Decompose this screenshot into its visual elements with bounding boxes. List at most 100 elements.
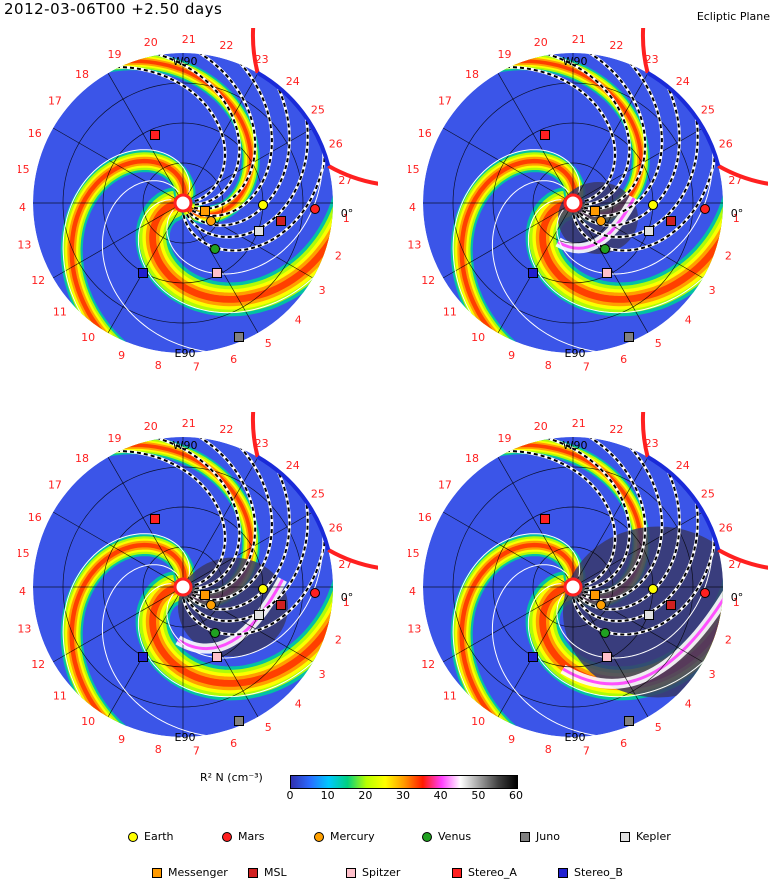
rim-label-18: 18 xyxy=(75,68,89,81)
spacecraft-juno xyxy=(234,716,244,726)
spacecraft-stereo-a xyxy=(150,514,160,524)
legend-item-spitzer: Spitzer xyxy=(346,866,400,879)
rim-label-15: 15 xyxy=(408,163,420,176)
rim-blue-arc xyxy=(646,71,721,167)
legend-marker-juno xyxy=(520,831,530,842)
spacecraft-stereo-a xyxy=(150,130,160,140)
cme-shell-edge xyxy=(562,563,723,686)
panel-1: 1234567891011121314151617181920212223242… xyxy=(18,28,378,398)
rim-label-1: 1 xyxy=(733,596,740,609)
rim-label-22: 22 xyxy=(219,423,233,436)
panel-4: 1234567891011121314151617181920212223242… xyxy=(408,412,768,782)
legend-marker-venus xyxy=(422,831,432,842)
spacecraft-kepler xyxy=(644,226,654,236)
rim-label-9: 9 xyxy=(118,349,125,362)
streamer-line-2 xyxy=(101,564,247,737)
rim-label-4: 4 xyxy=(685,698,692,711)
spacecraft-messenger xyxy=(590,590,600,600)
streamer-line-0 xyxy=(166,107,324,275)
rim-label-1: 1 xyxy=(343,212,350,225)
spacecraft-msl xyxy=(276,600,286,610)
rim-label-4: 4 xyxy=(295,698,302,711)
spacecraft-venus xyxy=(210,628,220,638)
rim-label-13: 13 xyxy=(408,239,421,252)
rim-label-25: 25 xyxy=(311,488,325,501)
rim-label-8: 8 xyxy=(155,743,162,756)
rim-label-3: 3 xyxy=(709,284,716,297)
field-line-4 xyxy=(189,446,291,611)
rim-label-12: 12 xyxy=(421,658,435,671)
field-line-6 xyxy=(572,127,718,252)
rim-label-21: 21 xyxy=(182,33,196,46)
cme-shell-edge xyxy=(177,578,284,650)
colorbar-gradient xyxy=(290,775,518,789)
legend-item-msl: MSL xyxy=(248,866,287,879)
rim-label-22: 22 xyxy=(609,423,623,436)
colorbar-tick-10: 10 xyxy=(320,789,335,802)
streamer-line-0 xyxy=(166,491,324,659)
rim-label-4: 4 xyxy=(685,314,692,327)
orientation-top: W90 xyxy=(563,439,588,452)
ecliptic-plot-1: 1234567891011121314151617181920212223242… xyxy=(18,28,378,373)
rim-blue-arc xyxy=(646,455,721,551)
spacecraft-mars xyxy=(700,588,710,598)
spacecraft-msl xyxy=(666,600,676,610)
field-line-6 xyxy=(182,127,328,252)
rim-label-18: 18 xyxy=(75,452,89,465)
rim-label-6: 6 xyxy=(620,353,627,366)
rim-label-5: 5 xyxy=(655,337,662,350)
rim-label-8: 8 xyxy=(155,359,162,372)
spacecraft-kepler xyxy=(254,226,264,236)
legend-marker-mars xyxy=(222,831,232,842)
panel-2: 1234567891011121314151617181920212223242… xyxy=(408,28,768,398)
rim-label-24: 24 xyxy=(676,75,690,88)
field-line-5 xyxy=(576,90,699,238)
rim-label-13: 13 xyxy=(18,239,31,252)
spacecraft-spitzer xyxy=(212,652,222,662)
orientation-top: W90 xyxy=(563,55,588,68)
field-line-2 xyxy=(566,437,647,594)
rim-label-19: 19 xyxy=(498,48,512,61)
rim-label-21: 21 xyxy=(572,33,586,46)
legend-marker-kepler xyxy=(620,831,630,842)
rim-label-2: 2 xyxy=(335,633,342,646)
rim-label-5: 5 xyxy=(265,337,272,350)
legend-label-venus: Venus xyxy=(438,830,472,843)
legend-item-mercury: Mercury xyxy=(314,830,375,843)
legend-label-kepler: Kepler xyxy=(636,830,671,843)
rim-label-26: 26 xyxy=(719,137,733,150)
rim-blue-arc xyxy=(256,71,331,167)
ecliptic-plot-3: 1234567891011121314151617181920212223242… xyxy=(18,412,378,757)
spacecraft-mercury xyxy=(206,216,216,226)
rim-label-23: 23 xyxy=(255,53,269,66)
legend-item-venus: Venus xyxy=(422,830,471,843)
rim-label-25: 25 xyxy=(701,488,715,501)
legend-label-msl: MSL xyxy=(264,866,287,879)
legend-label-stereo_a: Stereo_A xyxy=(468,866,517,879)
orientation-right: 0° xyxy=(731,591,744,604)
legend-label-mercury: Mercury xyxy=(330,830,375,843)
field-line-2 xyxy=(566,53,647,210)
rim-label-23: 23 xyxy=(645,53,659,66)
rim-label-11: 11 xyxy=(443,305,457,318)
rim-label-9: 9 xyxy=(118,733,125,746)
rim-label-25: 25 xyxy=(311,104,325,117)
rim-label-17: 17 xyxy=(48,95,62,108)
rim-label-7: 7 xyxy=(193,744,200,757)
field-line-1 xyxy=(522,53,631,206)
rim-label-1: 1 xyxy=(343,596,350,609)
rim-label-14: 14 xyxy=(408,201,416,214)
spacecraft-kepler xyxy=(644,610,654,620)
spacecraft-juno xyxy=(624,716,634,726)
rim-label-2: 2 xyxy=(725,249,732,262)
spacecraft-spitzer xyxy=(602,652,612,662)
rim-label-20: 20 xyxy=(144,420,158,433)
legend-marker-earth xyxy=(128,831,138,842)
rim-label-20: 20 xyxy=(144,36,158,49)
orientation-bottom: E90 xyxy=(565,347,586,360)
rim-label-21: 21 xyxy=(572,417,586,430)
field-line-4 xyxy=(579,446,681,611)
spacecraft-earth xyxy=(258,200,268,210)
spacecraft-kepler xyxy=(254,610,264,620)
rim-label-17: 17 xyxy=(438,479,452,492)
